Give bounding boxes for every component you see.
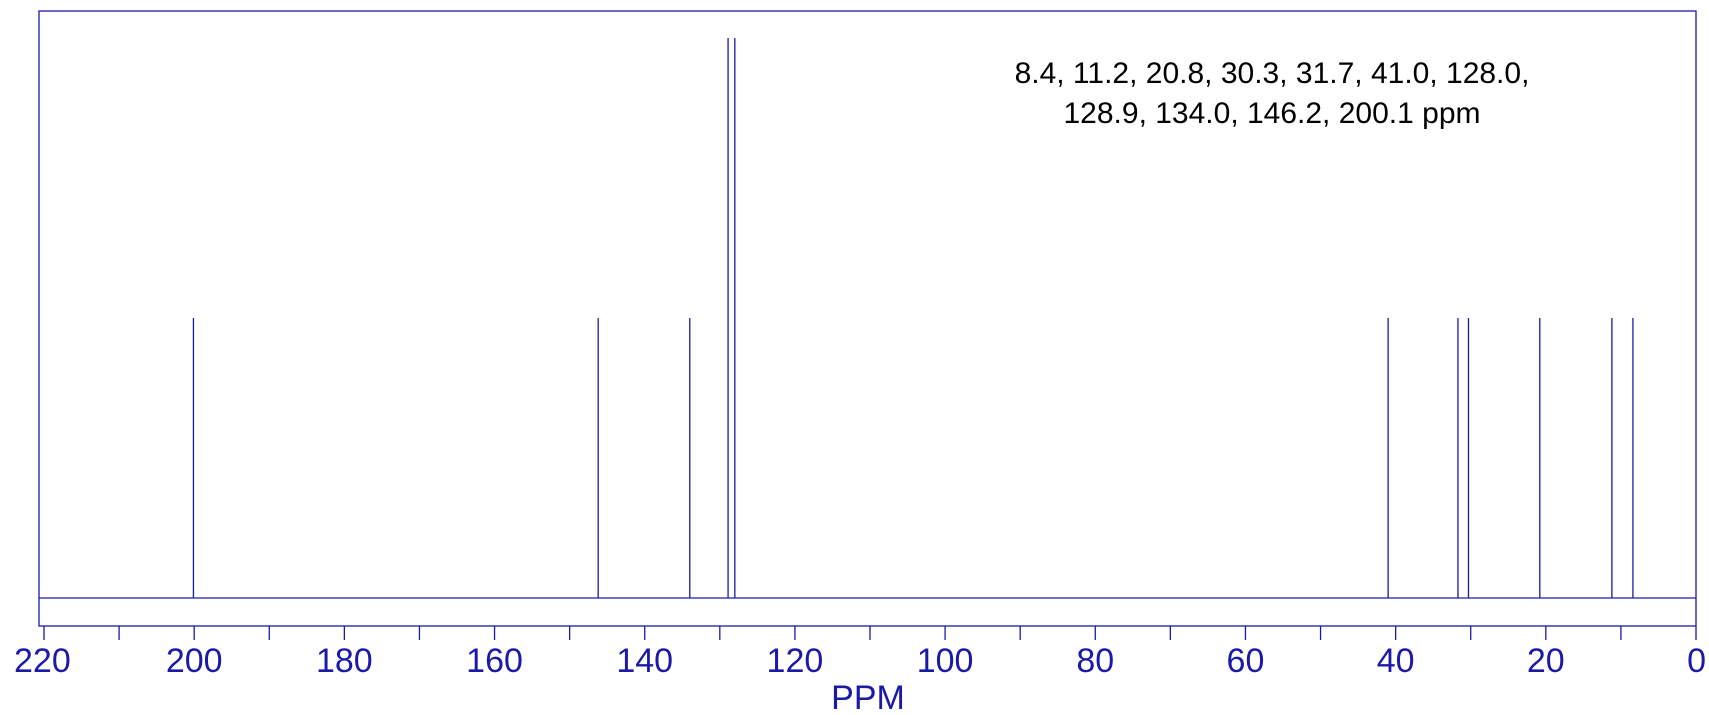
peak-list-annotation-line-1: 8.4, 11.2, 20.8, 30.3, 31.7, 41.0, 128.0… xyxy=(1015,57,1530,90)
plot-frame xyxy=(38,10,1697,627)
x-tick-label-20: 20 xyxy=(1527,642,1565,680)
x-axis-label: PPM xyxy=(831,679,905,715)
x-tick-label-80: 80 xyxy=(1076,642,1114,680)
x-tick-label-0: 0 xyxy=(1687,642,1706,680)
x-tick-label-60: 60 xyxy=(1227,642,1265,680)
peak-list-annotation-line-2: 128.9, 134.0, 146.2, 200.1 ppm xyxy=(1064,97,1481,130)
peaks-group xyxy=(192,38,1634,598)
x-tick-label-120: 120 xyxy=(767,642,824,680)
x-tick-label-100: 100 xyxy=(917,642,974,680)
x-tick-label-140: 140 xyxy=(616,642,673,680)
x-tick-labels-group: 220 200 180 160 140 120 100 80 60 40 20 0 xyxy=(14,642,1706,680)
x-ticks-group xyxy=(43,626,1697,640)
x-tick-label-160: 160 xyxy=(466,642,523,680)
x-tick-label-200: 200 xyxy=(166,642,223,680)
x-tick-label-40: 40 xyxy=(1377,642,1415,680)
x-tick-label-220: 220 xyxy=(14,642,71,680)
x-tick-label-180: 180 xyxy=(316,642,373,680)
